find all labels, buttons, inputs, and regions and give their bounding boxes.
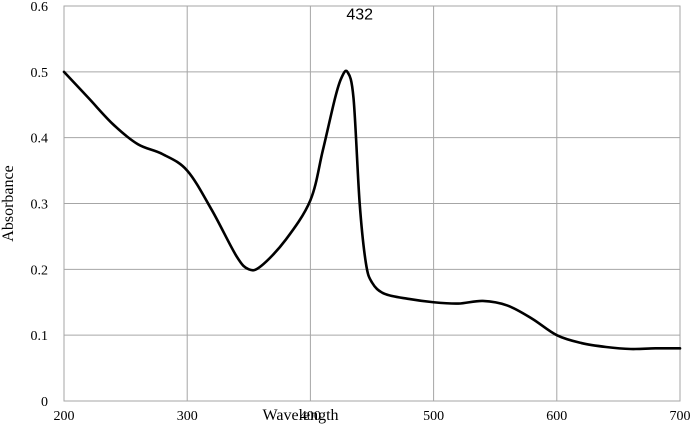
x-axis-title: Wavelength	[263, 407, 339, 424]
y-tick-label: 0.2	[31, 263, 49, 278]
x-tick-label: 400	[300, 409, 321, 424]
x-tick-label: 300	[177, 409, 198, 424]
x-tick-label: 500	[423, 409, 444, 424]
peak-annotation-label: 432	[346, 7, 373, 24]
y-tick-label: 0.1	[31, 329, 49, 344]
y-tick-label: 0.6	[31, 0, 49, 15]
plot-frame	[63, 5, 681, 402]
x-tick-labels: 200 300 400 500 600 700	[54, 409, 691, 424]
y-tick-label: 0.4	[31, 132, 49, 147]
x-tick-label: 200	[54, 409, 75, 424]
x-tick-label: 600	[546, 409, 567, 424]
absorbance-series-line	[62, 69, 682, 351]
annotations: 432	[346, 7, 373, 24]
horizontal-gridlines	[64, 5, 680, 402]
y-tick-label: 0.5	[31, 66, 49, 81]
y-tick-label: 0	[41, 395, 48, 410]
y-tick-labels: 0 0.1 0.2 0.3 0.4 0.5 0.6	[31, 0, 49, 410]
x-tick-label: 700	[670, 409, 691, 424]
y-tick-label: 0.3	[31, 198, 49, 213]
y-axis-title: Absorbance	[0, 165, 17, 241]
